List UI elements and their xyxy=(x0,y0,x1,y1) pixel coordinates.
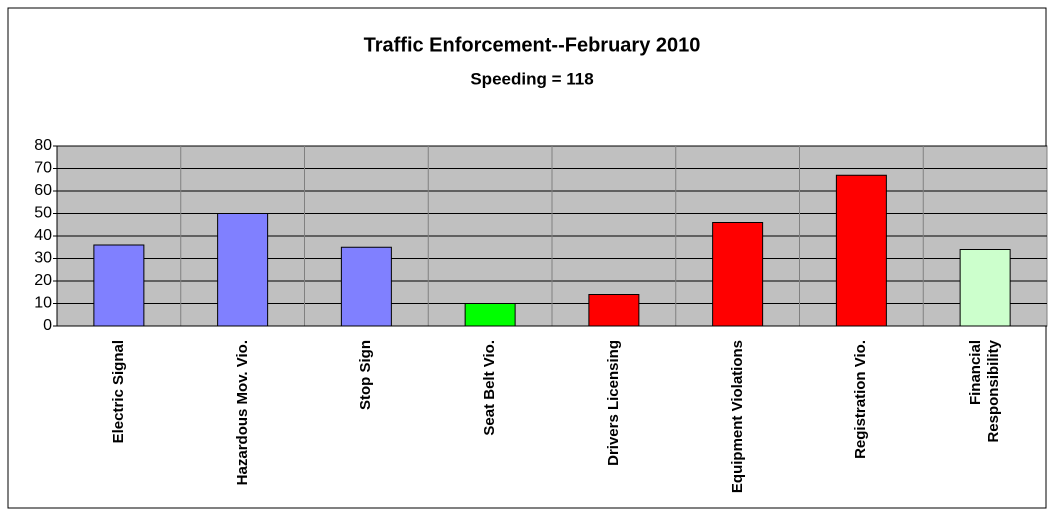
bar xyxy=(835,174,887,327)
y-tick-label: 80 xyxy=(34,137,52,154)
y-tick-label: 10 xyxy=(34,295,52,312)
bar xyxy=(464,303,516,327)
x-tick-label: Electric Signal xyxy=(109,340,127,444)
chart-subtitle: Speeding = 118 xyxy=(470,69,593,88)
x-tick-label: Drivers Licensing xyxy=(604,340,622,466)
y-tick-label: 60 xyxy=(34,182,52,199)
x-tick-label: Stop Sign xyxy=(357,340,375,410)
y-tick-label: 70 xyxy=(34,160,52,177)
bar xyxy=(340,246,392,327)
bar xyxy=(217,213,269,327)
x-tick-label: Financial Responsibility xyxy=(967,340,1003,443)
x-tick-label: Equipment Violations xyxy=(728,340,746,494)
y-tick-label: 30 xyxy=(34,250,52,267)
y-tick-label: 50 xyxy=(34,205,52,222)
bar xyxy=(588,294,640,327)
chart-title: Traffic Enforcement--February 2010 xyxy=(364,34,701,56)
x-tick-label: Hazardous Mov. Vio. xyxy=(233,340,251,486)
x-tick-label: Registration Vio. xyxy=(852,340,870,459)
y-tick-label: 40 xyxy=(34,227,52,244)
bar xyxy=(712,222,764,327)
y-tick-label: 20 xyxy=(34,272,52,289)
y-tick-label: 0 xyxy=(43,317,52,334)
x-tick-label: Seat Belt Vio. xyxy=(481,340,499,436)
bar xyxy=(93,244,145,327)
bar xyxy=(959,249,1011,327)
